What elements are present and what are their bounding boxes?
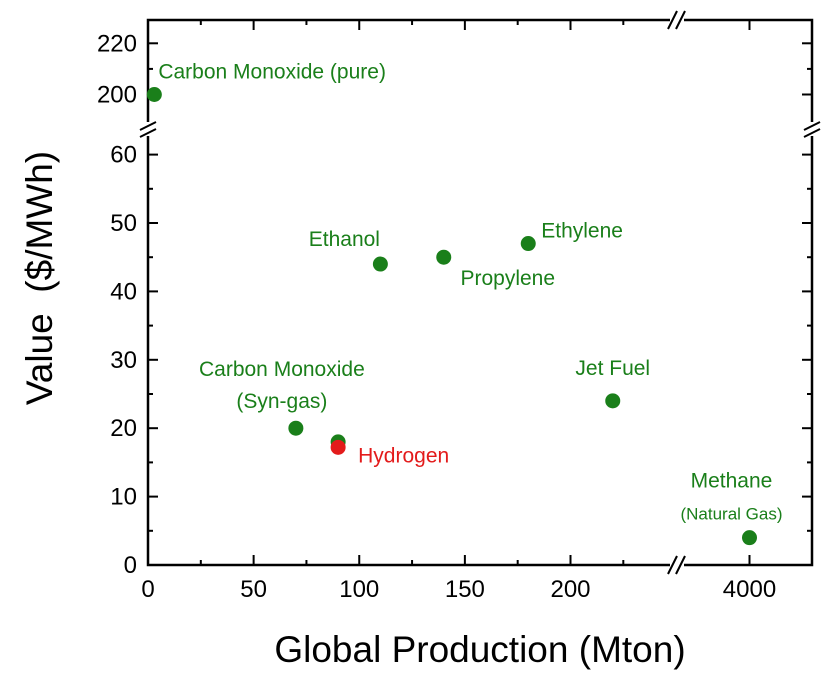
axes-layer: 0 50 100 150 200 4000 0 10 20 30 40 50 60 200 220 xyxy=(97,10,821,603)
x-axis-break-gap xyxy=(670,11,684,29)
y-axis-break-gap xyxy=(804,122,820,136)
x-tick-label: 0 xyxy=(141,576,154,603)
x-axis-break-mark xyxy=(675,555,686,575)
x-axis-title: Global Production (Mton) xyxy=(274,629,685,670)
data-point xyxy=(288,420,304,436)
y-tick-label: 220 xyxy=(97,30,137,57)
x-tick-label: 150 xyxy=(445,576,485,603)
y-tick-label: 50 xyxy=(110,210,137,237)
data-point xyxy=(330,439,346,455)
data-point xyxy=(146,87,162,102)
plot-frame xyxy=(146,18,814,567)
y-tick-label: 0 xyxy=(124,552,137,579)
point-label: Carbon Monoxide xyxy=(199,358,365,381)
point-label: Ethylene xyxy=(541,220,623,243)
y-tick-label: 40 xyxy=(110,278,137,305)
x-tick-label: 200 xyxy=(550,576,590,603)
y-axis-break-mark xyxy=(139,121,157,131)
data-point xyxy=(605,393,621,409)
y-tick-label: 20 xyxy=(110,415,137,442)
data-point xyxy=(742,530,757,546)
x-axis-break-mark xyxy=(667,555,678,575)
point-label: Hydrogen xyxy=(358,444,449,467)
x-axis-break-gap xyxy=(670,556,684,574)
point-label: Jet Fuel xyxy=(575,357,650,380)
y-tick-label: 60 xyxy=(110,142,137,169)
data-point xyxy=(372,256,388,272)
x-tick-label: 100 xyxy=(339,576,379,603)
y-axis-break-mark xyxy=(803,121,821,131)
labels-layer: Carbon Monoxide (pure) Ethanol Propylene Et… xyxy=(158,61,782,524)
point-label: (Syn-gas) xyxy=(236,390,327,413)
point-label: Propylene xyxy=(460,267,555,290)
x-axis-break-mark xyxy=(675,10,686,30)
y-tick-label: 10 xyxy=(110,484,137,511)
y-tick-label: 30 xyxy=(110,347,137,374)
y-axis-break-mark xyxy=(803,128,821,138)
points-layer xyxy=(146,87,757,546)
x-tick-label: 50 xyxy=(240,576,267,603)
point-label: Methane xyxy=(691,470,773,493)
y-tick-label: 200 xyxy=(97,82,137,109)
x-tick-label: 4000 xyxy=(723,576,776,603)
data-point xyxy=(436,249,452,265)
point-label: (Natural Gas) xyxy=(680,505,782,524)
point-label: Ethanol xyxy=(309,228,380,251)
y-axis-title: Value ($/MWh) xyxy=(19,151,60,405)
y-axis-break-mark xyxy=(139,128,157,138)
y-axis-break-gap xyxy=(140,122,156,136)
data-point xyxy=(520,236,536,252)
x-axis-break-mark xyxy=(667,10,678,30)
point-label: Carbon Monoxide (pure) xyxy=(158,61,386,84)
